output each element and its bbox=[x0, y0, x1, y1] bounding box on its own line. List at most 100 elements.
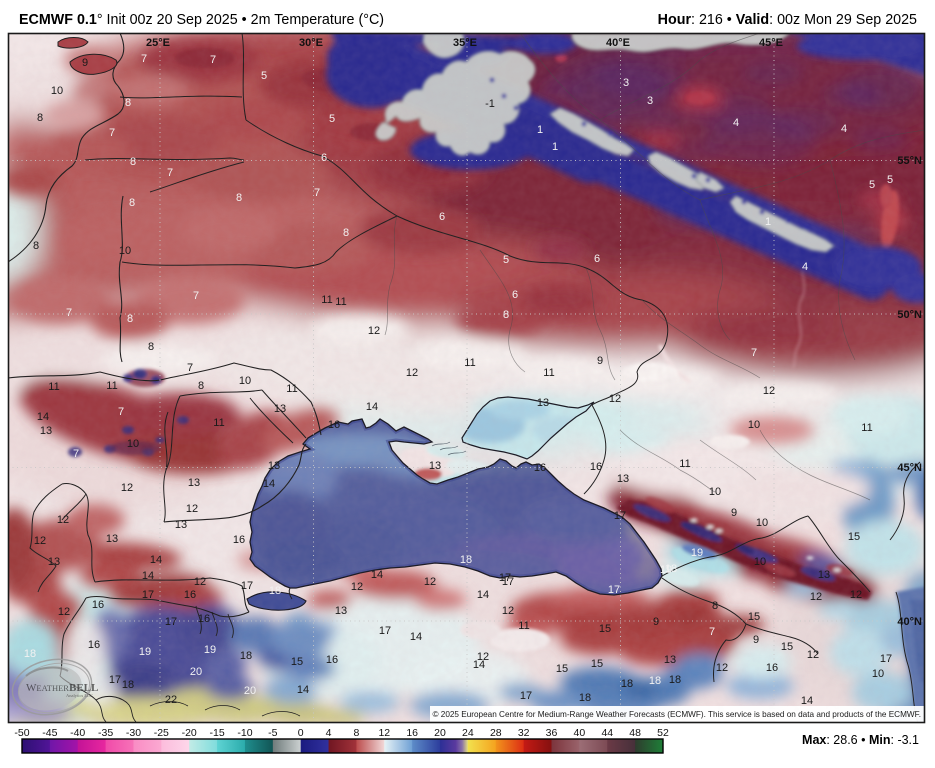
svg-text:Analytics LLC: Analytics LLC bbox=[66, 693, 93, 698]
svg-text:16: 16 bbox=[88, 639, 100, 651]
svg-text:14: 14 bbox=[801, 695, 813, 707]
svg-text:4: 4 bbox=[802, 261, 808, 273]
svg-text:7: 7 bbox=[118, 406, 124, 418]
svg-text:-15: -15 bbox=[210, 727, 225, 739]
svg-text:9: 9 bbox=[82, 57, 88, 69]
svg-text:13: 13 bbox=[335, 605, 347, 617]
svg-text:1: 1 bbox=[552, 141, 558, 153]
svg-text:40: 40 bbox=[574, 727, 586, 739]
svg-text:11: 11 bbox=[543, 367, 554, 379]
svg-text:-5: -5 bbox=[268, 727, 277, 739]
svg-text:7: 7 bbox=[73, 448, 79, 460]
svg-text:18: 18 bbox=[460, 554, 472, 566]
svg-text:13: 13 bbox=[175, 519, 187, 531]
svg-text:16: 16 bbox=[184, 589, 196, 601]
svg-text:7: 7 bbox=[141, 53, 147, 65]
svg-text:12: 12 bbox=[351, 581, 363, 593]
svg-text:16: 16 bbox=[534, 462, 546, 474]
svg-text:24: 24 bbox=[462, 727, 474, 739]
svg-text:17: 17 bbox=[520, 690, 532, 702]
svg-text:8: 8 bbox=[125, 97, 131, 109]
svg-text:14: 14 bbox=[371, 569, 383, 581]
svg-text:7: 7 bbox=[709, 626, 715, 638]
svg-text:13: 13 bbox=[40, 425, 52, 437]
svg-text:14: 14 bbox=[366, 401, 378, 413]
svg-text:11: 11 bbox=[861, 422, 872, 434]
svg-text:-45: -45 bbox=[42, 727, 57, 739]
svg-text:-35: -35 bbox=[98, 727, 113, 739]
svg-text:8: 8 bbox=[129, 197, 135, 209]
svg-text:9: 9 bbox=[753, 634, 759, 646]
svg-text:6: 6 bbox=[439, 211, 445, 223]
svg-text:35°E: 35°E bbox=[453, 37, 477, 49]
svg-text:-1: -1 bbox=[485, 98, 495, 110]
svg-text:11: 11 bbox=[48, 381, 59, 393]
svg-text:30°E: 30°E bbox=[299, 37, 323, 49]
svg-text:18: 18 bbox=[621, 678, 633, 690]
svg-text:13: 13 bbox=[48, 556, 60, 568]
svg-text:17: 17 bbox=[241, 580, 253, 592]
svg-text:16: 16 bbox=[328, 419, 340, 431]
svg-text:10: 10 bbox=[754, 556, 766, 568]
svg-text:16: 16 bbox=[406, 727, 418, 739]
svg-text:7: 7 bbox=[210, 54, 216, 66]
svg-text:9: 9 bbox=[597, 355, 603, 367]
svg-text:45°N: 45°N bbox=[897, 462, 922, 474]
svg-text:25°E: 25°E bbox=[146, 37, 170, 49]
svg-text:28: 28 bbox=[490, 727, 502, 739]
svg-text:1: 1 bbox=[765, 216, 771, 228]
svg-text:7: 7 bbox=[751, 347, 757, 359]
svg-text:12: 12 bbox=[609, 393, 621, 405]
svg-text:13: 13 bbox=[106, 533, 118, 545]
svg-text:40°N: 40°N bbox=[897, 616, 922, 628]
svg-text:5: 5 bbox=[261, 70, 267, 82]
svg-text:18: 18 bbox=[579, 692, 591, 704]
svg-text:8: 8 bbox=[236, 192, 242, 204]
svg-text:12: 12 bbox=[58, 606, 70, 618]
svg-text:7: 7 bbox=[314, 187, 320, 199]
svg-text:3: 3 bbox=[647, 95, 653, 107]
svg-text:44: 44 bbox=[601, 727, 613, 739]
svg-text:11: 11 bbox=[286, 383, 297, 395]
svg-text:13: 13 bbox=[664, 654, 676, 666]
svg-text:50°N: 50°N bbox=[897, 309, 922, 321]
svg-text:19: 19 bbox=[691, 547, 703, 559]
svg-text:-30: -30 bbox=[126, 727, 141, 739]
svg-text:-20: -20 bbox=[182, 727, 197, 739]
svg-text:12: 12 bbox=[477, 651, 489, 663]
svg-text:14: 14 bbox=[142, 570, 154, 582]
svg-text:14: 14 bbox=[473, 659, 485, 671]
svg-text:5: 5 bbox=[887, 174, 893, 186]
svg-text:-25: -25 bbox=[154, 727, 169, 739]
svg-text:17: 17 bbox=[165, 616, 177, 628]
svg-text:12: 12 bbox=[763, 385, 775, 397]
svg-text:8: 8 bbox=[148, 341, 154, 353]
svg-text:7: 7 bbox=[167, 167, 173, 179]
svg-text:5: 5 bbox=[503, 254, 509, 266]
svg-text:20: 20 bbox=[244, 685, 256, 697]
svg-text:17: 17 bbox=[880, 653, 892, 665]
svg-text:12: 12 bbox=[807, 649, 819, 661]
svg-text:19: 19 bbox=[660, 564, 672, 576]
svg-text:18: 18 bbox=[122, 679, 134, 691]
svg-text:15: 15 bbox=[848, 531, 860, 543]
svg-text:11: 11 bbox=[335, 296, 346, 308]
svg-text:15: 15 bbox=[781, 641, 793, 653]
svg-text:-40: -40 bbox=[70, 727, 85, 739]
svg-text:8: 8 bbox=[343, 227, 349, 239]
svg-text:15: 15 bbox=[291, 656, 303, 668]
svg-text:16: 16 bbox=[233, 534, 245, 546]
svg-text:13: 13 bbox=[274, 403, 286, 415]
svg-text:18: 18 bbox=[240, 650, 252, 662]
svg-text:11: 11 bbox=[464, 357, 475, 369]
svg-text:6: 6 bbox=[321, 152, 327, 164]
svg-text:14: 14 bbox=[297, 684, 309, 696]
svg-text:17: 17 bbox=[614, 510, 626, 522]
svg-text:© 2025 European Centre for Med: © 2025 European Centre for Medium-Range … bbox=[432, 710, 921, 719]
svg-text:WEATHERBELL: WEATHERBELL bbox=[26, 682, 98, 694]
svg-text:8: 8 bbox=[37, 112, 43, 124]
svg-text:4: 4 bbox=[326, 727, 332, 739]
svg-text:13: 13 bbox=[188, 477, 200, 489]
svg-text:8: 8 bbox=[198, 380, 204, 392]
svg-text:9: 9 bbox=[731, 507, 737, 519]
